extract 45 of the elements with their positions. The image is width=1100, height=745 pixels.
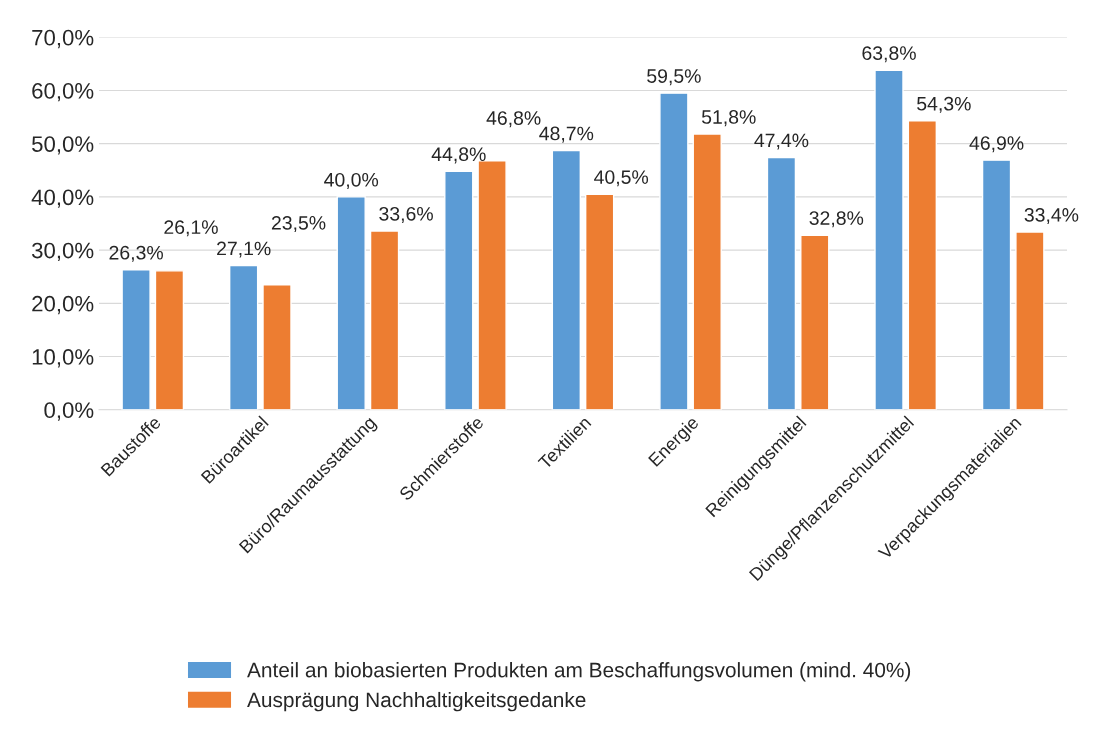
legend-label: Anteil an biobasierten Produkten am Beschaffungsvolumen (mind. 40%) — [247, 662, 911, 682]
data-label: 33,4% — [1024, 208, 1079, 225]
bar — [551, 149, 582, 410]
y-tick-label: 70,0% — [32, 29, 94, 49]
data-label: 33,6% — [379, 206, 433, 224]
bar — [369, 230, 400, 410]
bar — [981, 159, 1012, 410]
data-label: 23,5% — [271, 216, 326, 233]
bar — [121, 269, 151, 410]
data-label: 46,8% — [486, 111, 541, 128]
bar — [154, 270, 185, 410]
bar — [228, 264, 259, 410]
data-label: 63,8% — [862, 46, 916, 63]
bar — [907, 120, 938, 410]
y-tick-label: 60,0% — [32, 83, 94, 102]
data-label: 46,9% — [969, 136, 1024, 153]
legend-label: Ausprägung Nachhaltigkeitsgedanke — [247, 691, 586, 712]
bar — [800, 234, 830, 410]
data-label: 32,8% — [809, 211, 864, 228]
bar — [766, 156, 797, 410]
y-tick-label: 10,0% — [32, 349, 94, 368]
data-label: 48,7% — [539, 126, 594, 143]
y-tick-label: 50,0% — [32, 136, 94, 155]
data-label: 26,3% — [109, 245, 163, 262]
y-tick-label: 0,0% — [44, 402, 94, 421]
data-label: 40,0% — [324, 172, 379, 189]
y-tick-label: 30,0% — [31, 242, 94, 261]
data-label: 27,1% — [217, 241, 271, 258]
bar — [874, 69, 904, 410]
bar — [692, 133, 722, 410]
bar — [659, 92, 689, 410]
y-tick-label: 20,0% — [32, 295, 94, 315]
data-label: 47,4% — [754, 133, 809, 150]
bar — [1015, 231, 1045, 410]
bar — [444, 170, 474, 410]
data-label: 59,5% — [647, 69, 701, 86]
data-label: 26,1% — [164, 220, 218, 237]
data-label: 54,3% — [917, 96, 971, 113]
data-label: 44,8% — [431, 147, 486, 164]
data-label: 51,8% — [701, 110, 756, 127]
bar — [262, 284, 292, 410]
bar — [584, 193, 615, 410]
bar — [336, 196, 366, 410]
data-label: 40,5% — [594, 170, 649, 187]
y-tick-label: 40,0% — [31, 189, 94, 208]
